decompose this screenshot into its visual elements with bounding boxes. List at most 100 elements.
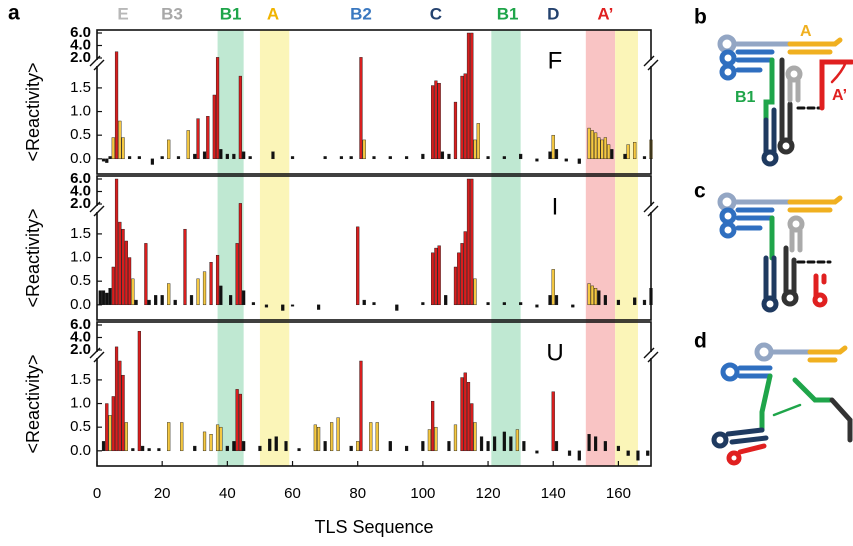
bar	[147, 299, 151, 306]
bar	[463, 231, 467, 306]
bar	[147, 448, 151, 452]
bar	[235, 243, 239, 306]
y-tick-label: 1.0	[70, 103, 91, 120]
panel-frame	[96, 175, 652, 321]
bar	[453, 424, 458, 452]
figure-label: c	[694, 180, 706, 203]
bar	[427, 429, 431, 452]
domain-label: C	[430, 4, 442, 23]
bar	[121, 137, 125, 160]
diagram-d	[711, 342, 853, 466]
panel-title: U	[546, 339, 563, 366]
bar	[463, 73, 467, 160]
bar	[356, 226, 360, 306]
bar	[431, 85, 435, 160]
domain-label: E	[117, 4, 128, 23]
bar	[196, 278, 200, 306]
bar	[189, 295, 194, 306]
bar	[466, 382, 471, 452]
bar	[551, 134, 555, 160]
bar	[271, 151, 275, 160]
bar	[225, 153, 229, 160]
y-tick-label: 2.0	[70, 341, 91, 358]
bar	[209, 434, 213, 452]
axis-break	[643, 55, 655, 67]
axis-break	[643, 201, 655, 213]
bar	[404, 156, 409, 160]
region	[615, 30, 638, 466]
figure-label: d	[694, 330, 707, 353]
y-tick-label: 1.5	[70, 371, 91, 388]
bar	[196, 118, 200, 160]
bar	[206, 116, 210, 160]
panel-title: F	[548, 47, 563, 74]
bar	[160, 295, 164, 306]
bar	[486, 302, 490, 306]
bar	[626, 144, 630, 160]
domain-label: B3	[161, 4, 183, 23]
bar	[105, 403, 109, 452]
bar	[421, 441, 425, 452]
bar	[336, 417, 340, 452]
bar	[349, 445, 353, 452]
bar	[362, 299, 366, 306]
bar	[395, 304, 399, 311]
bar	[473, 278, 477, 306]
bar	[108, 156, 112, 160]
bar	[317, 426, 321, 452]
bar	[535, 158, 539, 162]
x-tick-label: 160	[606, 485, 631, 502]
bar	[633, 142, 637, 160]
bar	[616, 299, 621, 306]
figure-label: a	[8, 2, 20, 25]
bar	[636, 450, 640, 461]
bar	[600, 139, 604, 160]
bar	[473, 422, 477, 452]
bar	[215, 424, 220, 452]
bar	[359, 360, 363, 452]
axis-break	[93, 205, 105, 217]
bar	[124, 422, 128, 452]
bar	[359, 57, 363, 160]
x-axis-label: TLS Sequence	[314, 517, 433, 537]
y-tick-label: 1.0	[70, 395, 91, 412]
bar	[127, 257, 132, 306]
bar	[251, 302, 256, 306]
bar	[105, 292, 109, 306]
y-tick-label: 4.0	[70, 182, 91, 199]
bar	[232, 441, 236, 452]
diagram-label: A’	[832, 87, 847, 104]
diagram-label: B1	[735, 89, 756, 106]
bar	[264, 304, 269, 308]
y-tick-label: 6.0	[70, 24, 91, 41]
bar	[330, 422, 334, 452]
bar	[134, 299, 138, 306]
bar	[118, 360, 122, 452]
y-tick-label: 0.0	[70, 442, 91, 459]
bar	[219, 426, 223, 452]
bar	[98, 290, 102, 306]
bar	[554, 149, 559, 160]
bar	[242, 290, 246, 306]
bar	[154, 295, 158, 306]
bar	[274, 436, 278, 452]
bar	[444, 295, 448, 306]
y-tick-label: 4.0	[70, 36, 91, 53]
region	[259, 30, 290, 466]
bar	[431, 400, 435, 452]
bar	[229, 295, 233, 306]
bar	[587, 283, 591, 306]
bar	[114, 178, 119, 306]
bar	[323, 441, 327, 452]
y-tick-label: 0.0	[70, 296, 91, 313]
bar	[349, 156, 353, 160]
y-axis-label: <Reactivity>	[23, 62, 43, 161]
bar	[258, 445, 262, 452]
bar	[242, 151, 246, 160]
figure-label: b	[694, 6, 707, 29]
x-tick-label: 40	[219, 485, 236, 502]
y-tick-label: 6.0	[70, 316, 91, 333]
bar	[388, 156, 392, 160]
bar	[118, 120, 122, 160]
